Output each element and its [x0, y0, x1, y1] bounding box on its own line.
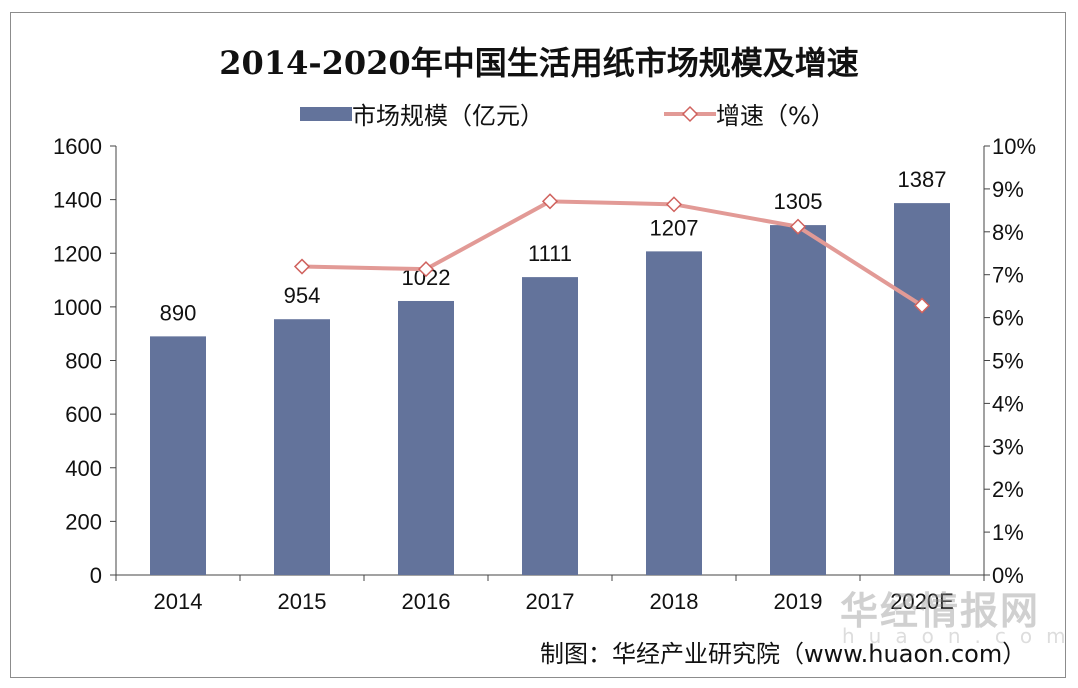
x-tick-label: 2020E: [890, 589, 954, 614]
bar-data-label: 1207: [650, 215, 699, 240]
chart-title: 2014-2020年中国生活用纸市场规模及增速: [219, 44, 859, 82]
y-right-tick-label: 7%: [992, 263, 1024, 288]
legend-label-bar: 市场规模（亿元）: [352, 102, 544, 130]
watermark-logo: 华经情报网: [840, 589, 1041, 633]
y-left-tick-label: 200: [65, 509, 102, 534]
bar-data-label: 1387: [898, 167, 947, 192]
growth-marker: [913, 297, 931, 314]
watermark-sub: huaon.com: [842, 624, 1078, 648]
growth-marker: [417, 261, 435, 278]
x-tick-label: 2015: [278, 589, 327, 614]
y-right-tick-label: 8%: [992, 220, 1024, 245]
x-tick-label: 2019: [774, 589, 823, 614]
y-left-tick-label: 1200: [53, 241, 102, 266]
bar: [150, 336, 206, 575]
y-right-tick-label: 9%: [992, 177, 1024, 202]
chart-frame: [10, 12, 1066, 678]
bar: [894, 203, 950, 575]
y-left-tick-label: 1000: [53, 295, 102, 320]
y-right-tick-label: 4%: [992, 391, 1024, 416]
y-left-tick-label: 1600: [53, 134, 102, 159]
y-left-tick-label: 400: [65, 456, 102, 481]
legend-item-line: 增速（%）: [664, 96, 835, 131]
y-left-tick-label: 800: [65, 349, 102, 374]
y-left-tick-label: 600: [65, 402, 102, 427]
y-right-tick-label: 10%: [992, 134, 1036, 159]
y-right-tick-label: 1%: [992, 520, 1024, 545]
bar-data-label: 954: [284, 283, 321, 308]
growth-line: [301, 199, 924, 308]
bar-data-label: 1111: [528, 241, 572, 266]
x-tick-label: 2017: [526, 589, 575, 614]
y-right-tick-label: 6%: [992, 306, 1024, 331]
legend-swatch-bar: [300, 106, 352, 121]
y-right-tick-label: 5%: [992, 349, 1024, 374]
growth-marker: [293, 258, 311, 275]
bar-data-label: 890: [160, 300, 197, 325]
y-left-tick-label: 0: [90, 563, 102, 588]
bar: [522, 277, 578, 575]
x-tick-label: 2014: [154, 589, 203, 614]
legend: 市场规模（亿元） 增速（%）: [300, 96, 955, 131]
legend-item-bar: 市场规模（亿元）: [300, 96, 544, 131]
y-right-tick-label: 3%: [992, 434, 1024, 459]
bar: [770, 225, 826, 576]
legend-label-line: 增速（%）: [716, 102, 835, 130]
x-tick-label: 2018: [650, 589, 699, 614]
y-right-tick-label: 0%: [992, 563, 1024, 588]
legend-swatch-line: [664, 105, 716, 122]
bar-data-label: 1305: [774, 189, 823, 214]
bar: [274, 319, 330, 575]
bar: [398, 300, 454, 575]
growth-marker: [541, 193, 559, 210]
growth-marker: [665, 196, 683, 213]
source-note: 制图：华经产业研究院（www.huaon.com）: [540, 640, 1027, 668]
x-tick-label: 2016: [402, 589, 451, 614]
y-right-tick-label: 2%: [992, 477, 1024, 502]
bar: [646, 251, 702, 576]
growth-marker: [789, 218, 807, 235]
y-left-tick-label: 1400: [53, 188, 102, 213]
